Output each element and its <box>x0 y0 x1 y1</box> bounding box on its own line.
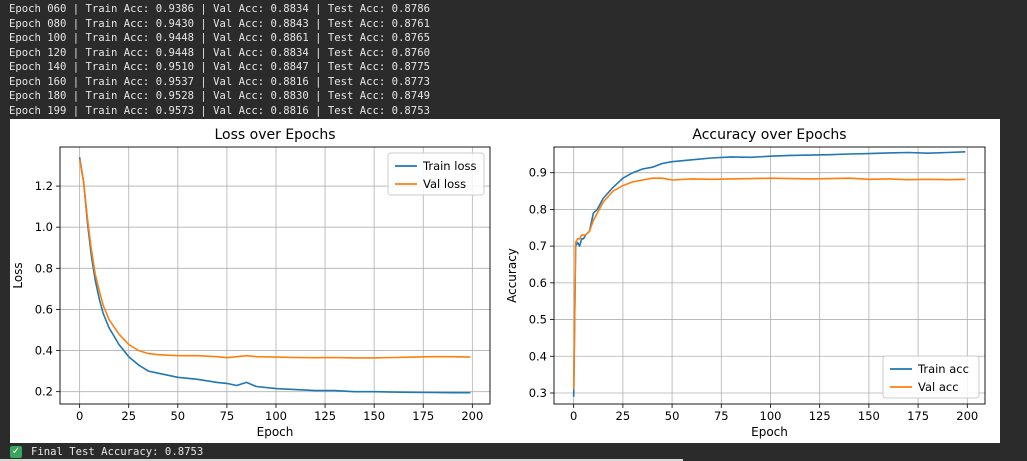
x-tick-label: 25 <box>616 409 631 423</box>
y-tick-label: 0.4 <box>35 344 53 358</box>
legend-label: Train acc <box>917 362 969 376</box>
x-tick-label: 50 <box>170 409 185 423</box>
axes-frame <box>553 146 986 405</box>
y-tick-label: 0.6 <box>529 276 547 290</box>
y-tick-label: 0.8 <box>35 261 53 275</box>
x-tick-label: 200 <box>956 409 978 423</box>
x-tick-label: 50 <box>665 409 680 423</box>
y-axis-label: Accuracy <box>505 248 519 303</box>
x-tick-label: 100 <box>265 409 287 423</box>
log-line: Epoch 140 | Train Acc: 0.9510 | Val Acc:… <box>9 61 430 73</box>
x-tick-label: 150 <box>858 409 880 423</box>
output-scrollbar[interactable] <box>0 459 683 461</box>
log-line: Epoch 160 | Train Acc: 0.9537 | Val Acc:… <box>9 75 430 88</box>
x-tick-label: 175 <box>412 409 434 423</box>
training-log: Epoch 060 | Train Acc: 0.9386 | Val Acc:… <box>0 0 1027 118</box>
x-tick-label: 75 <box>714 409 729 423</box>
y-tick-label: 1.0 <box>35 220 53 234</box>
y-tick-label: 0.9 <box>529 166 547 180</box>
series-line-val-loss <box>78 159 471 359</box>
log-line: Epoch 120 | Train Acc: 0.9448 | Val Acc:… <box>9 46 430 59</box>
chart-title: Accuracy over Epochs <box>692 127 846 143</box>
log-line: Epoch 080 | Train Acc: 0.9430 | Val Acc:… <box>9 17 430 30</box>
legend-label: Val acc <box>918 380 959 394</box>
y-tick-label: 1.2 <box>35 179 53 193</box>
x-tick-label: 125 <box>809 409 831 423</box>
x-tick-label: 75 <box>220 409 235 423</box>
x-axis-label: Epoch <box>751 425 788 439</box>
y-tick-label: 0.6 <box>35 302 53 316</box>
x-tick-label: 175 <box>907 409 929 423</box>
charts-canvas: 0 25 50 75 100 125 150 175 200 0.2 0.4 0.6 0.8 1.0 1.2… <box>11 127 986 439</box>
x-axis-label: Epoch <box>257 425 294 439</box>
y-axis-label: Loss <box>11 262 25 288</box>
series-line-train-acc <box>572 151 966 397</box>
log-line: Epoch 199 | Train Acc: 0.9573 | Val Acc:… <box>9 104 430 117</box>
y-tick-label: 0.5 <box>529 313 547 327</box>
y-tick-label: 0.8 <box>529 202 547 216</box>
x-tick-label: 0 <box>76 409 83 423</box>
series-line-train-loss <box>78 157 471 394</box>
y-tick-label: 0.2 <box>35 385 53 399</box>
series-line-val-acc <box>572 177 966 390</box>
x-tick-label: 150 <box>363 409 385 423</box>
x-tick-label: 0 <box>570 409 577 423</box>
chart-0: 0 25 50 75 100 125 150 175 200 0.2 0.4 0.6 0.8 1.0 1.2… <box>11 127 491 439</box>
check-mark-icon: ✓ <box>10 445 22 458</box>
final-test-accuracy: Final Test Accuracy: 0.8753 <box>31 445 204 458</box>
x-tick-label: 200 <box>461 409 483 423</box>
x-tick-label: 125 <box>314 409 336 423</box>
legend-label: Train loss <box>422 159 476 173</box>
y-tick-label: 0.3 <box>529 386 547 400</box>
log-line: Epoch 180 | Train Acc: 0.9528 | Val Acc:… <box>9 90 430 102</box>
legend-label: Val loss <box>423 177 466 191</box>
chart-title: Loss over Epochs <box>215 127 336 143</box>
training-curves-figure: 0 25 50 75 100 125 150 175 200 0.2 0.4 0.6 0.8 1.0 1.2… <box>10 119 1000 443</box>
x-tick-label: 25 <box>121 409 136 423</box>
log-line: Epoch 100 | Train Acc: 0.9448 | Val Acc:… <box>9 32 430 44</box>
chart-1: 0 25 50 75 100 125 150 175 200 0.3 0.4 0.5 0.6 0.7 0.8… <box>505 127 986 439</box>
final-result-line: ✓ Final Test Accuracy: 0.8753 <box>10 444 203 459</box>
x-tick-label: 100 <box>760 409 782 423</box>
y-tick-label: 0.7 <box>529 239 547 253</box>
y-tick-label: 0.4 <box>529 349 547 363</box>
axes-frame <box>59 146 491 405</box>
log-line: Epoch 060 | Train Acc: 0.9386 | Val Acc:… <box>9 3 430 15</box>
